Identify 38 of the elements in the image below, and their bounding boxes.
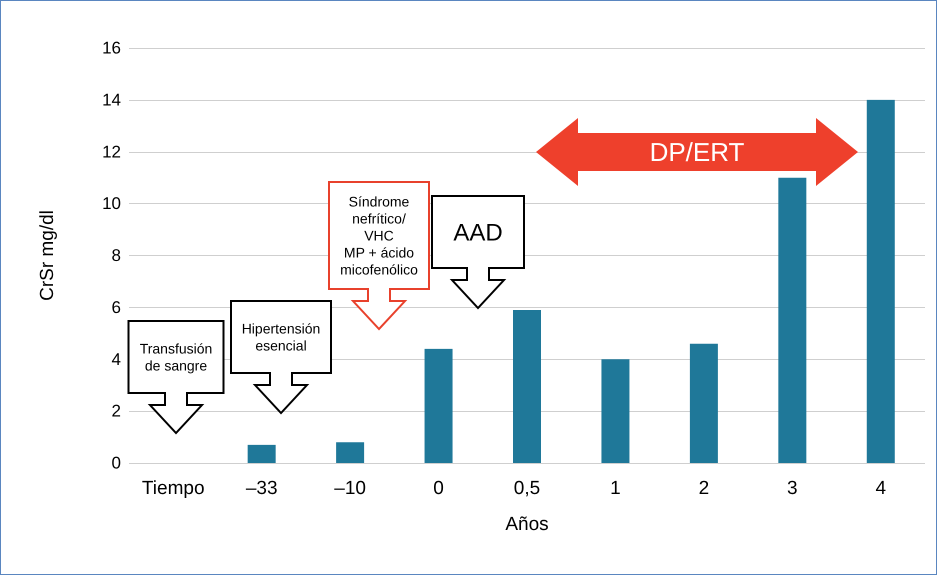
x-tick-label: 0	[433, 478, 444, 499]
bar	[248, 444, 276, 463]
y-tick-label: 2	[112, 402, 121, 421]
y-tick-label: 6	[112, 298, 121, 317]
annotation: DP/ERT	[650, 137, 745, 167]
y-tick-label: 8	[112, 246, 121, 265]
y-tick-label: 12	[102, 142, 121, 162]
bar	[778, 178, 806, 463]
annotation: Síndrome nefrítico/ VHC MP + ácido micofenólico	[340, 193, 418, 278]
callout-arrow: Síndrome nefrítico/ VHC MP + ácido micofenólico	[328, 181, 430, 330]
x-tick-label: –33	[246, 478, 278, 499]
annotation: Transfusión de sangre	[140, 340, 212, 374]
bar	[690, 344, 718, 463]
x-tick-label: Tiempo	[142, 478, 205, 499]
annotation: Hipertensión esencial	[242, 320, 320, 354]
x-tick-label: –10	[334, 478, 366, 499]
x-tick-label: 0,5	[514, 478, 540, 499]
x-tick-label: 2	[698, 478, 710, 499]
y-tick-label: 16	[102, 38, 121, 58]
bar	[513, 310, 541, 463]
bar	[866, 100, 895, 463]
x-axis-title: Años	[505, 514, 549, 535]
callout-arrow: Hipertensión esencial	[230, 300, 332, 414]
annotation: AAD	[453, 219, 503, 246]
x-tick-label: 1	[610, 478, 621, 499]
double-arrow: DP/ERT	[536, 118, 858, 186]
y-tick-label: 10	[102, 194, 121, 214]
x-tick-label: 4	[875, 478, 886, 499]
y-tick-label: 4	[112, 350, 121, 369]
bar	[601, 359, 630, 463]
y-tick-label: 0	[112, 454, 121, 472]
bar	[424, 348, 453, 463]
callout-arrow: Transfusión de sangre	[128, 320, 224, 434]
bar	[336, 442, 364, 463]
y-axis-title: CrSr mg/dl	[37, 210, 58, 301]
y-tick-label: 14	[102, 90, 121, 110]
x-tick-label: 3	[787, 478, 798, 499]
callout-arrow: AAD	[431, 195, 525, 310]
